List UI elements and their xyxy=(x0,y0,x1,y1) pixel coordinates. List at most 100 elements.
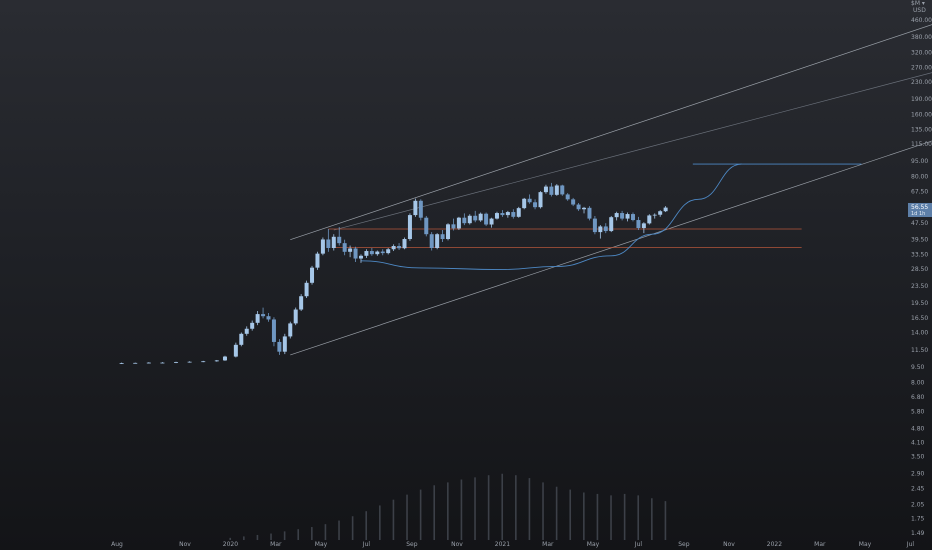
time-tick-label: Aug xyxy=(111,541,123,548)
volume-bar xyxy=(542,482,544,540)
candle-body xyxy=(119,363,124,364)
time-tick-label: Jul xyxy=(906,541,915,548)
candle-body xyxy=(424,217,429,235)
candle-body xyxy=(560,185,565,195)
time-tick-label: 2021 xyxy=(495,541,510,548)
volume-bar xyxy=(365,511,368,540)
candle-body xyxy=(440,234,445,240)
candle-body xyxy=(358,255,363,259)
price-tick-label: 8.00 xyxy=(911,380,925,387)
time-tick-label: Nov xyxy=(723,541,735,548)
channel-upper-line xyxy=(290,24,932,241)
candle-body xyxy=(320,239,325,254)
candle-body xyxy=(380,251,385,254)
drawing-layer xyxy=(290,24,932,356)
candle-body xyxy=(160,362,165,364)
candle-body xyxy=(565,194,570,200)
time-tick-label: Mar xyxy=(542,541,554,548)
svg-text:56.55: 56.55 xyxy=(911,204,928,211)
candle-body xyxy=(402,239,407,249)
volume-bar xyxy=(515,475,517,540)
candle-body xyxy=(435,234,440,248)
channel-lower-line xyxy=(290,140,932,356)
price-tick-label: 320.00 xyxy=(911,49,932,56)
candle-body xyxy=(342,243,347,252)
candle-body xyxy=(369,251,374,255)
time-tick-label: Sep xyxy=(406,541,418,548)
volume-bar xyxy=(379,505,381,540)
candle-body xyxy=(429,234,434,248)
time-tick-label: Sep xyxy=(678,541,690,548)
candle-body xyxy=(614,213,619,218)
price-tick-label: 135.00 xyxy=(911,127,932,134)
candle-body xyxy=(478,213,483,221)
price-tick-label: 190.00 xyxy=(911,96,932,103)
currency-selector[interactable]: $M ▾ xyxy=(911,0,925,7)
currency-label: USD xyxy=(913,7,926,14)
price-tick-label: 23.50 xyxy=(911,283,928,290)
candle-body xyxy=(620,213,625,219)
candle-body xyxy=(255,314,260,323)
price-tick-label: 1.75 xyxy=(911,516,925,523)
candle-body xyxy=(592,218,597,233)
candle-body xyxy=(571,199,576,205)
volume-bar xyxy=(501,473,504,540)
volume-bar xyxy=(351,516,354,540)
volume-bar xyxy=(569,489,572,540)
candle-body xyxy=(397,246,402,249)
candle-body xyxy=(484,213,489,225)
price-tick-label: 95.00 xyxy=(911,158,928,165)
price-tick-label: 16.50 xyxy=(911,315,928,322)
volume-bar xyxy=(311,527,313,540)
candles-layer xyxy=(119,182,668,364)
candle-body xyxy=(598,226,603,233)
candle-body xyxy=(641,223,646,229)
price-tick-label: 4.80 xyxy=(911,425,925,432)
price-tick-label: 9.50 xyxy=(911,364,925,371)
volume-bar xyxy=(270,533,272,540)
candle-body xyxy=(133,362,138,364)
candle-body xyxy=(348,248,353,252)
time-axis[interactable]: Aug Nov 2020 Mar May Jul Sep Nov 2021 Mar May Jul Se… xyxy=(111,541,932,548)
volume-bar xyxy=(447,482,449,540)
candle-body xyxy=(331,236,336,248)
candle-body xyxy=(244,328,249,334)
candle-body xyxy=(511,212,516,217)
volume-bar xyxy=(610,495,612,540)
candle-body xyxy=(505,212,510,216)
candle-body xyxy=(364,251,369,256)
volume-bar xyxy=(555,486,558,540)
candle-body xyxy=(625,214,630,219)
candle-body xyxy=(337,236,342,244)
candle-body xyxy=(407,215,412,240)
volume-bar xyxy=(474,477,476,540)
time-tick-label: May xyxy=(859,541,872,548)
candle-body xyxy=(310,267,315,283)
price-tick-label: 230.00 xyxy=(911,79,932,86)
candle-body xyxy=(658,211,663,215)
last-price-label: 56.55 1d 1h xyxy=(908,203,932,217)
candle-body xyxy=(386,249,391,254)
price-tick-label: 39.50 xyxy=(911,237,928,244)
candle-body xyxy=(288,323,293,337)
candle-body xyxy=(473,215,478,221)
candle-body xyxy=(527,198,532,203)
volume-bar xyxy=(324,524,327,540)
candle-body xyxy=(630,214,635,221)
candle-body xyxy=(326,239,331,248)
candle-body xyxy=(299,296,304,310)
time-tick-label: Nov xyxy=(179,541,191,548)
candle-body xyxy=(652,214,657,216)
candle-body xyxy=(233,344,238,357)
candle-body xyxy=(500,213,505,216)
price-tick-label: 14.00 xyxy=(911,330,928,337)
time-tick-label: May xyxy=(315,541,328,548)
candle-body xyxy=(456,217,461,229)
volume-bar xyxy=(487,475,490,540)
candle-body xyxy=(538,192,543,208)
candle-body xyxy=(375,251,380,255)
price-axis[interactable]: 460.00 380.00 320.00 270.00 230.00 190.00 160.… xyxy=(911,17,932,537)
candle-body xyxy=(636,220,641,229)
candle-body xyxy=(494,213,499,219)
